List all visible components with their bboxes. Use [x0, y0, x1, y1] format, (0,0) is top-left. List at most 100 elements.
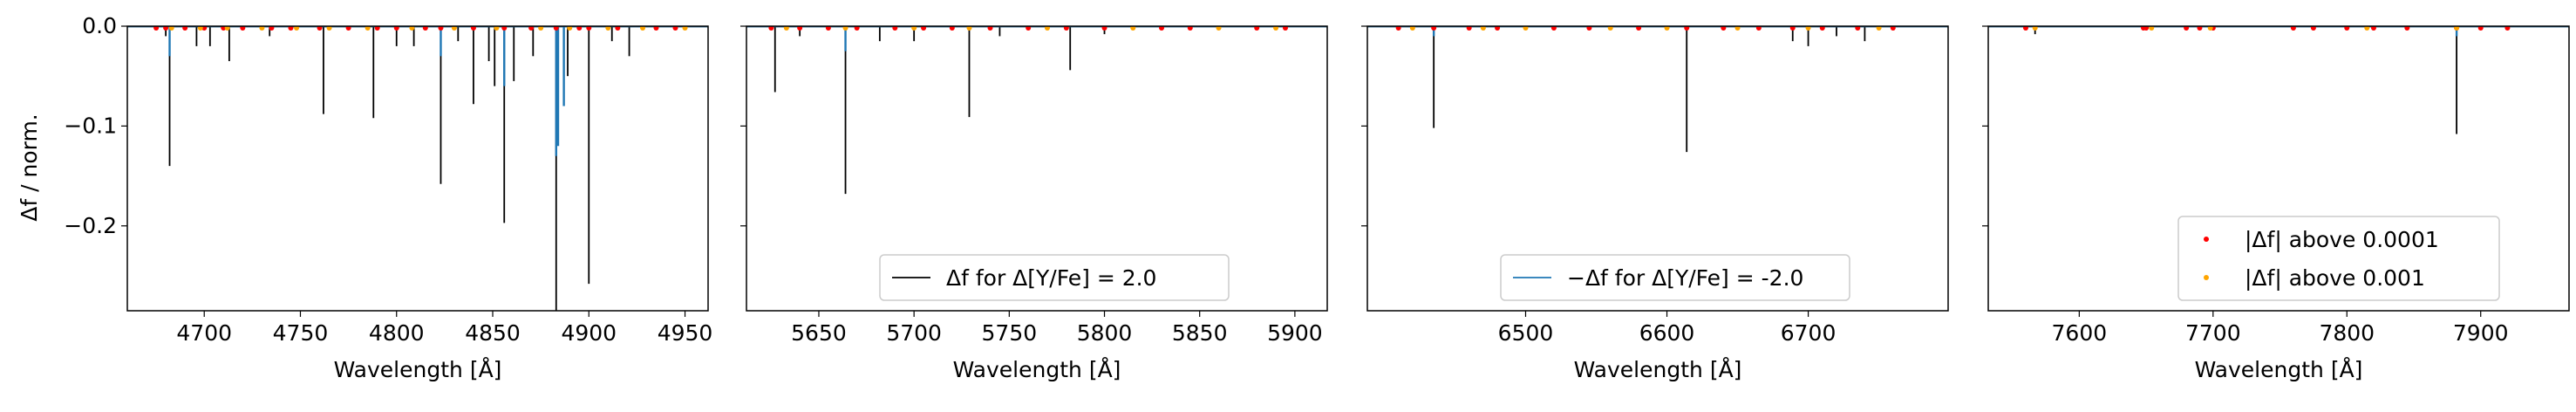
orange-dot-marker	[1523, 26, 1529, 31]
legend-box	[1500, 254, 1850, 301]
orange-dot-marker	[1216, 26, 1222, 31]
plot-area	[127, 26, 708, 311]
red-dot-marker	[1819, 26, 1825, 31]
orange-dot-marker	[966, 26, 972, 31]
x-tick-label: 4850	[465, 320, 521, 346]
x-tick-label: 5900	[1267, 320, 1323, 346]
red-dot-marker	[1550, 26, 1557, 31]
orange-dot-marker	[567, 26, 573, 31]
x-tick-label: 5800	[1077, 320, 1133, 346]
x-tick-label: 4700	[176, 320, 232, 346]
x-axis-label: Wavelength [Å]	[953, 357, 1121, 382]
red-dot-marker	[153, 26, 160, 31]
red-dot-marker	[201, 26, 208, 31]
legend-box	[2177, 216, 2500, 301]
red-dot-marker	[653, 26, 659, 31]
panel-4: 7600 7700 7800 7900 Wavelength [Å] |Δf| above…	[1982, 25, 2570, 382]
red-dot-marker	[2184, 26, 2190, 31]
red-dot-marker	[2404, 26, 2410, 31]
legend-label: |Δf| above 0.001	[2245, 265, 2425, 291]
y-tick-label: −0.2	[64, 213, 117, 238]
axes-frame	[746, 25, 1328, 312]
orange-dot-marker	[294, 26, 300, 31]
orange-dot-marker	[1045, 26, 1051, 31]
panel-3: 6500 6600 6700 Wavelength [Å] −Δf for Δ[Y/Fe…	[1361, 25, 1949, 382]
red-dot-marker	[797, 26, 803, 31]
red-dot-marker	[1684, 26, 1690, 31]
red-dot-marker	[2504, 26, 2511, 31]
orange-dot-marker	[640, 26, 646, 31]
red-dot-marker	[438, 26, 444, 31]
red-dot-marker	[672, 26, 678, 31]
orange-dot-marker	[1607, 26, 1613, 31]
orange-dot-marker	[2149, 26, 2155, 31]
orange-dot-marker	[197, 26, 203, 31]
orange-dot-marker	[2364, 26, 2370, 31]
legend: −Δf for Δ[Y/Fe] = -2.0	[1500, 254, 1850, 301]
panel-2: 5650 5700 5750 5800 5850 5900 Wavelength [Å] Δf…	[740, 25, 1328, 382]
red-dot-marker	[2290, 26, 2296, 31]
orange-dot-marker	[1805, 26, 1811, 31]
red-dot-marker	[1063, 26, 1069, 31]
red-dot-marker	[2344, 26, 2350, 31]
red-dot-marker	[240, 26, 246, 31]
red-dot-marker	[576, 26, 583, 31]
x-tick-label: 5750	[982, 320, 1038, 346]
orange-dot-marker	[1876, 26, 1882, 31]
axes-frame	[1987, 25, 2570, 312]
red-dot-marker	[2477, 26, 2484, 31]
orange-dot-marker	[682, 26, 688, 31]
red-dot-marker	[345, 26, 351, 31]
red-dot-marker	[1254, 26, 1260, 31]
orange-dot-marker	[224, 26, 230, 31]
red-dot-marker	[1721, 26, 1727, 31]
x-tick-label: 7900	[2453, 320, 2509, 346]
red-dot-marker	[470, 26, 476, 31]
red-dot-marker	[1159, 26, 1165, 31]
red-dot-marker	[1431, 26, 1437, 31]
axes-frame	[126, 25, 709, 312]
red-dot-marker	[987, 26, 993, 31]
orange-dot-marker	[842, 26, 848, 31]
x-tick-label: 5650	[791, 320, 847, 346]
orange-dot-marker	[605, 26, 611, 31]
orange-dot-marker	[168, 26, 174, 31]
legend: |Δf| above 0.0001 |Δf| above 0.001	[2177, 216, 2500, 301]
x-tick-label: 5700	[886, 320, 942, 346]
legend-label: −Δf for Δ[Y/Fe] = -2.0	[1567, 265, 1803, 291]
plot-area	[746, 26, 1327, 195]
orange-dot-marker	[783, 26, 789, 31]
plot-area	[1988, 26, 2569, 134]
red-dot-marker	[1395, 26, 1401, 31]
red-dot-marker	[2370, 26, 2376, 31]
legend-dot-marker	[2204, 275, 2209, 280]
legend-dot-marker	[2204, 237, 2209, 242]
legend-label: Δf for Δ[Y/Fe] = 2.0	[946, 265, 1156, 291]
x-tick-label: 6700	[1781, 320, 1837, 346]
red-dot-marker	[288, 26, 294, 31]
panel-1: 4700 4750 4800 4850 4900 4950 0.0 −0.1 −0.2 Wavel…	[64, 13, 712, 382]
red-dot-marker	[921, 26, 927, 31]
orange-dot-marker	[2207, 26, 2213, 31]
orange-dot-marker	[259, 26, 265, 31]
orange-dot-marker	[326, 26, 332, 31]
axes-frame	[1366, 25, 1949, 312]
red-dot-marker	[854, 26, 860, 31]
red-dot-marker	[182, 26, 188, 31]
red-dot-marker	[1026, 26, 1032, 31]
red-dot-marker	[422, 26, 428, 31]
red-dot-marker	[1466, 26, 1472, 31]
orange-dot-marker	[2032, 26, 2038, 31]
orange-dot-marker	[538, 26, 544, 31]
x-axis-label: Wavelength [Å]	[1574, 357, 1742, 382]
x-tick-label: 6600	[1639, 320, 1695, 346]
red-dot-marker	[393, 26, 399, 31]
orange-dot-marker	[1130, 26, 1136, 31]
x-tick-label: 7800	[2319, 320, 2375, 346]
x-tick-label: 4900	[561, 320, 617, 346]
red-dot-marker	[1495, 26, 1501, 31]
orange-dot-marker	[365, 26, 371, 31]
red-dot-marker	[1855, 26, 1861, 31]
red-dot-marker	[501, 26, 508, 31]
